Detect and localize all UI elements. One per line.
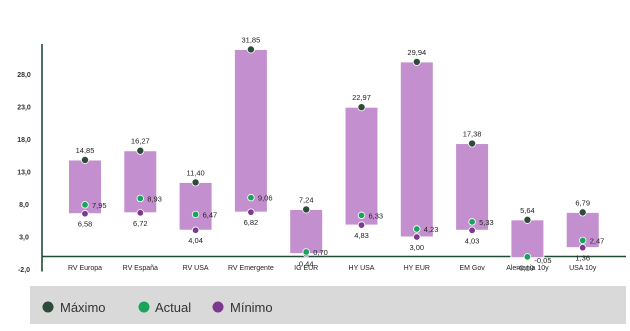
max-value-label: 29,94: [407, 48, 426, 57]
min-point: [247, 208, 255, 216]
max-value-label: 6,79: [575, 198, 590, 207]
max-point: [412, 57, 421, 66]
actual-point: [357, 211, 366, 220]
max-point: [191, 178, 200, 187]
min-value-label: -0,19: [517, 264, 534, 273]
range-bar: [123, 150, 158, 214]
y-tick-label: 28,0: [17, 72, 31, 79]
min-value-label: 1,36: [575, 254, 590, 263]
y-tick-label: 3,0: [19, 235, 29, 242]
max-point: [578, 208, 587, 217]
x-category-label: RV Emergente: [228, 265, 274, 272]
chart-marks: -2,0 3,0 8,0 13,0 18,0 23,0 28,0 14,85 6,58 7,95 R…: [17, 35, 626, 274]
legend: Máximo Actual Mínimo: [30, 286, 626, 324]
actual-point: [523, 253, 532, 261]
min-value-label: 0,44: [299, 260, 314, 269]
max-value-label: 31,85: [242, 35, 261, 44]
y-tick-label: -2,0: [18, 267, 30, 274]
range-bar: [233, 48, 268, 213]
actual-point: [302, 248, 310, 256]
min-point: [357, 221, 366, 229]
max-point: [523, 215, 532, 224]
y-tick-label: 8,0: [19, 202, 29, 209]
max-value-label: 11,40: [186, 168, 204, 177]
y-tick-label: 13,0: [17, 170, 31, 177]
x-category-label: EM Gov: [459, 265, 485, 272]
max-point: [468, 139, 477, 148]
range-bar: [510, 219, 545, 259]
legend-label-minimo: Mínimo: [230, 300, 273, 315]
max-point: [302, 205, 311, 214]
actual-value-label: 0,70: [313, 248, 328, 257]
max-point: [246, 45, 255, 54]
actual-value-label: 9,06: [258, 194, 273, 203]
max-point: [357, 103, 366, 112]
min-value-label: 6,82: [244, 218, 259, 227]
range-bar: [344, 106, 379, 226]
max-point: [81, 155, 90, 164]
x-category-label: HY USA: [349, 265, 375, 272]
range-bar: [399, 61, 434, 238]
min-value-label: 6,72: [133, 219, 148, 228]
actual-point: [579, 236, 587, 245]
actual-value-label: -0,05: [534, 256, 551, 265]
min-value-label: 4,04: [188, 236, 203, 245]
range-bar: [455, 143, 490, 231]
max-value-label: 16,27: [131, 137, 150, 146]
legend-item-actual: Actual: [138, 300, 191, 315]
actual-value-label: 6,47: [203, 210, 218, 219]
max-value-label: 14,85: [76, 146, 95, 155]
x-category-label: IG EUR: [294, 265, 318, 272]
legend-swatch-minimo: [212, 301, 224, 313]
x-category-label: HY EUR: [404, 265, 430, 272]
min-point: [579, 243, 587, 252]
x-category-label: RV USA: [183, 265, 209, 272]
actual-point: [191, 210, 200, 219]
actual-point: [136, 194, 144, 203]
min-point: [136, 209, 144, 217]
x-category-label: RV Europa: [68, 265, 102, 272]
actual-value-label: 2,47: [590, 236, 605, 245]
min-point: [468, 226, 476, 235]
min-value-label: 3,00: [409, 243, 424, 252]
legend-item-maximo: Máximo: [42, 300, 106, 315]
min-point: [191, 226, 200, 234]
legend-label-maximo: Máximo: [60, 300, 106, 315]
min-value-label: 4,03: [465, 236, 480, 245]
x-category-label: Alemania 10y: [506, 265, 549, 272]
y-tick-label: 18,0: [17, 137, 31, 144]
min-point: [81, 210, 89, 218]
actual-value-label: 6,33: [369, 211, 384, 220]
actual-point: [81, 201, 89, 209]
actual-value-label: 5,33: [479, 218, 494, 227]
min-point: [413, 233, 421, 241]
legend-label-actual: Actual: [155, 300, 191, 315]
actual-value-label: 4,23: [424, 225, 439, 234]
legend-background: [30, 286, 626, 324]
legend-swatch-maximo: [42, 301, 54, 313]
actual-value-label: 7,95: [92, 201, 107, 210]
x-category-label: RV España: [123, 265, 158, 272]
min-value-label: 4,83: [354, 231, 369, 240]
max-point: [136, 146, 145, 155]
max-value-label: 22,97: [352, 93, 371, 102]
actual-point: [468, 218, 476, 226]
max-value-label: 17,38: [463, 130, 482, 139]
actual-value-label: 8,93: [147, 194, 162, 203]
max-value-label: 5,64: [520, 206, 535, 215]
actual-point: [247, 193, 255, 202]
y-tick-label: 23,0: [17, 105, 31, 112]
x-category-label: USA 10y: [569, 265, 597, 272]
min-value-label: 6,58: [78, 220, 93, 229]
max-value-label: 7,24: [299, 195, 314, 204]
legend-item-minimo: Mínimo: [212, 300, 273, 315]
range-bar: [178, 181, 213, 231]
legend-swatch-actual: [138, 301, 150, 313]
actual-point: [413, 225, 421, 233]
